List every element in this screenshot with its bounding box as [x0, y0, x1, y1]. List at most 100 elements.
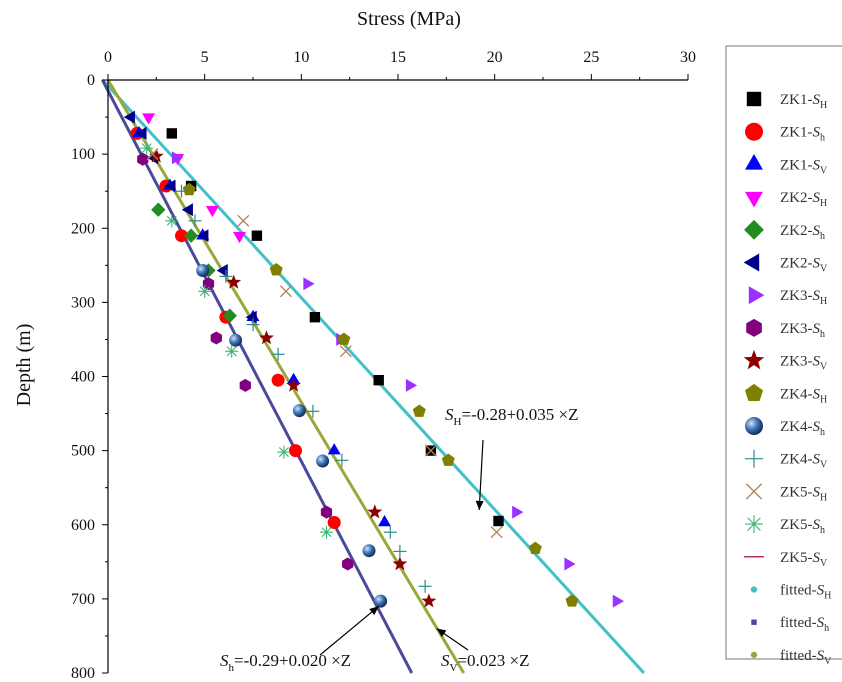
data-point-zk2-s-h — [205, 205, 219, 218]
data-point-zk5-s-h — [320, 525, 333, 539]
legend-marker-fitted-s-h — [750, 586, 758, 593]
data-point-zk2-s-v — [135, 126, 147, 140]
data-point-zk2-s-v — [216, 264, 228, 277]
x-tick-label: 20 — [487, 49, 503, 66]
y-tick-label: 500 — [71, 443, 95, 460]
data-point-zk4-s-v — [188, 214, 202, 228]
legend-label-zk4-s-h: ZK4-Sh — [780, 419, 825, 438]
data-point-zk3-s-v — [286, 377, 302, 392]
data-point-zk3-s-v — [259, 330, 274, 345]
legend-marker-fitted-s-v — [750, 651, 758, 659]
fit-line-fitted-s-v — [106, 79, 466, 674]
equation-label-v: SV=0.023 ×Z — [441, 651, 530, 674]
data-point-zk1-s-h — [271, 373, 285, 387]
data-point-zk2-s-h — [233, 231, 246, 244]
data-point-zk3-s-h — [239, 378, 251, 392]
y-tick-label: 0 — [87, 72, 95, 89]
data-point-zk4-s-h — [362, 544, 376, 558]
data-point-zk1-s-h — [166, 128, 177, 139]
legend-label-fitted-s-h: fitted-Sh — [780, 615, 829, 634]
legend-marker-fitted-s-h — [751, 619, 757, 625]
data-point-zk2-s-h — [142, 113, 156, 125]
data-point-zk2-s-v — [123, 110, 135, 124]
x-tick-label: 15 — [390, 49, 406, 66]
data-point-zk4-s-h — [374, 594, 388, 608]
x-tick-label: 5 — [201, 49, 209, 66]
data-point-zk5-s-h — [165, 214, 179, 228]
y-tick-label: 800 — [71, 665, 95, 682]
legend-marker-zk3-s-v — [743, 349, 765, 370]
data-point-zk4-s-h — [337, 332, 351, 345]
data-point-zk3-s-h — [320, 505, 333, 519]
data-point-zk3-s-h — [564, 557, 576, 571]
data-point-zk3-s-h — [210, 331, 222, 345]
data-point-zk1-s-v — [327, 443, 341, 455]
data-point-zk4-s-v — [418, 579, 432, 593]
y-axis-title: Depth (m) — [13, 324, 35, 407]
data-point-zk4-s-h — [196, 264, 210, 277]
data-point-zk3-s-h — [171, 151, 184, 165]
legend-label-zk3-s-v: ZK3-SV — [780, 354, 828, 373]
y-tick-label: 600 — [71, 517, 95, 534]
data-point-zk5-s-h — [279, 285, 292, 298]
data-point-zk5-s-h — [237, 214, 250, 227]
data-point-zk3-s-h — [303, 277, 315, 291]
data-point-zk4-s-h — [528, 541, 542, 555]
data-point-zk3-s-h — [612, 594, 624, 608]
annotation-arrowhead — [436, 628, 447, 637]
data-point-zk2-s-v — [164, 179, 176, 193]
data-point-zk1-s-h — [289, 444, 302, 458]
data-point-zk3-s-v — [367, 504, 383, 519]
data-point-zk4-s-h — [565, 594, 579, 607]
legend-label-zk2-s-h: ZK2-SH — [780, 190, 827, 209]
data-point-zk5-s-h — [490, 526, 503, 539]
legend-marker-zk3-s-h — [746, 318, 762, 337]
data-point-zk4-s-h — [316, 454, 330, 468]
data-point-zk4-s-h — [292, 404, 306, 418]
legend-label-fitted-s-h: fitted-SH — [780, 583, 831, 602]
legend-label-zk1-s-h: ZK1-Sh — [780, 125, 825, 144]
legend-label-zk1-s-h: ZK1-SH — [780, 92, 827, 111]
legend-marker-zk4-s-h — [745, 383, 763, 401]
annotation-arrowhead — [475, 500, 484, 510]
data-point-zk2-s-h — [151, 202, 166, 217]
data-point-zk3-s-h — [405, 378, 418, 392]
data-point-zk2-s-v — [197, 229, 209, 243]
annotation-arrow — [478, 439, 484, 510]
x-tick-label: 30 — [680, 49, 696, 66]
y-tick-label: 400 — [71, 369, 95, 386]
legend-label-zk4-s-v: ZK4-SV — [780, 452, 828, 471]
data-point-zk5-s-h — [277, 445, 291, 459]
legend-marker-zk5-s-h — [745, 483, 763, 500]
legend-marker-zk3-s-h — [748, 286, 765, 305]
legend-label-zk3-s-h: ZK3-Sh — [780, 321, 825, 340]
legend-label-zk2-s-h: ZK2-Sh — [780, 223, 825, 242]
plot-area — [101, 78, 646, 675]
legend-label-fitted-s-v: fitted-SV — [780, 648, 832, 667]
legend-marker-zk5-s-h — [745, 515, 763, 534]
data-point-zk1-s-v — [378, 515, 391, 527]
data-point-zk3-s-h — [512, 505, 524, 519]
data-point-zk3-s-v — [421, 593, 437, 608]
data-point-zk3-s-v — [148, 148, 164, 163]
equation-label-h: SH=-0.28+0.035 ×Z — [445, 405, 579, 428]
data-point-zk2-s-h — [183, 228, 199, 243]
legend-label-zk4-s-h: ZK4-SH — [780, 386, 827, 405]
legend: ZK1-SH ZK1-Sh ZK1-SV ZK2-SH ZK2-Sh ZK2-SV ZK3-… — [725, 45, 842, 667]
legend-marker-zk2-s-h — [744, 219, 764, 240]
legend-marker-zk4-s-v — [745, 449, 763, 468]
data-point-zk4-s-v — [306, 404, 320, 418]
data-point-zk3-s-h — [342, 557, 354, 571]
axes: Stress (MPa) Depth (m) 0 5 10 15 20 25 3001002… — [13, 8, 696, 682]
data-point-zk4-s-h — [229, 333, 243, 347]
x-tick-label: 10 — [293, 49, 309, 66]
data-point-zk4-s-h — [182, 182, 196, 196]
legend-marker-zk1-s-h — [746, 91, 762, 107]
data-point-zk4-s-v — [219, 269, 233, 283]
data-point-zk3-s-v — [392, 556, 408, 571]
data-point-zk5-s-h — [424, 444, 437, 457]
data-point-zk4-s-h — [441, 453, 455, 466]
annotation-arrow — [319, 605, 380, 656]
data-point-zk1-s-h — [309, 312, 321, 323]
